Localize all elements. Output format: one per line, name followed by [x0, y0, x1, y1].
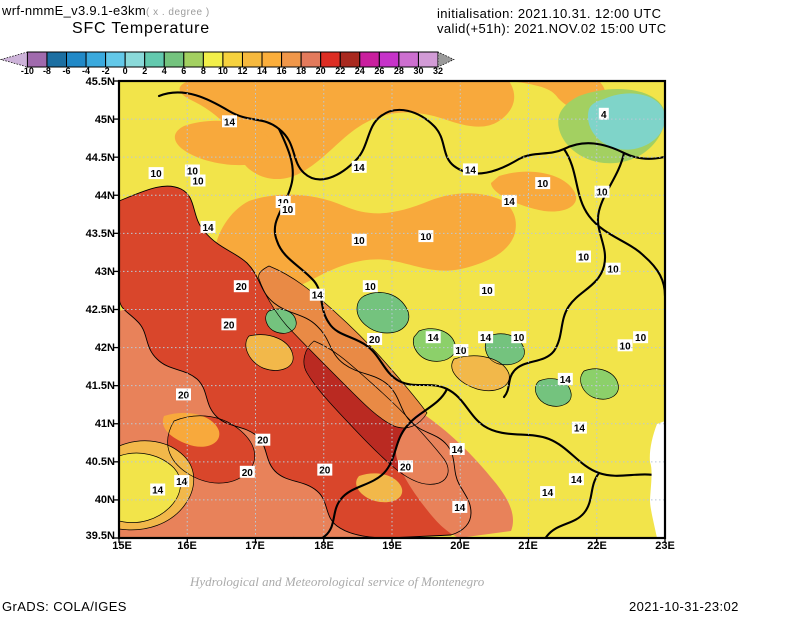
svg-text:-10: -10 [21, 66, 34, 76]
svg-text:-8: -8 [43, 66, 51, 76]
svg-text:32: 32 [433, 66, 443, 76]
svg-text:16: 16 [277, 66, 287, 76]
svg-text:8: 8 [201, 66, 206, 76]
svg-text:-4: -4 [82, 66, 90, 76]
svg-text:0: 0 [123, 66, 128, 76]
svg-text:-2: -2 [102, 66, 110, 76]
svg-text:12: 12 [237, 66, 247, 76]
svg-text:10: 10 [218, 66, 228, 76]
svg-text:30: 30 [413, 66, 423, 76]
svg-text:14: 14 [257, 66, 267, 76]
svg-text:22: 22 [335, 66, 345, 76]
svg-text:2: 2 [142, 66, 147, 76]
svg-text:28: 28 [394, 66, 404, 76]
svg-text:6: 6 [181, 66, 186, 76]
svg-text:20: 20 [316, 66, 326, 76]
svg-text:26: 26 [374, 66, 384, 76]
svg-text:4: 4 [162, 66, 167, 76]
svg-text:18: 18 [296, 66, 306, 76]
svg-text:24: 24 [355, 66, 365, 76]
svg-text:-6: -6 [62, 66, 70, 76]
